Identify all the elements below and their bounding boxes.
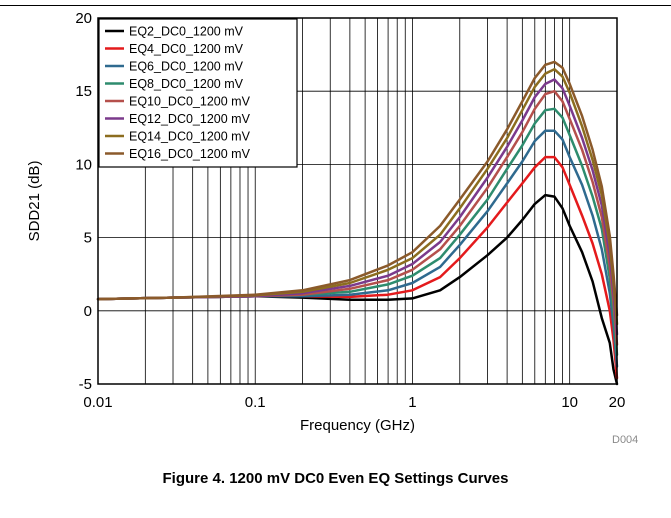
x-tick-label: 10 <box>561 394 578 411</box>
series-line <box>96 78 619 336</box>
legend-label: EQ14_DC0_1200 mV <box>129 130 251 144</box>
y-tick-label: -5 <box>79 376 92 393</box>
x-axis-title: Frequency (GHz) <box>300 417 415 434</box>
legend-label: EQ10_DC0_1200 mV <box>129 95 251 109</box>
x-tick-label: 0.01 <box>83 394 112 411</box>
tick-labels: 0.01 0.1 1 10 20 -5 0 5 10 15 20 <box>75 10 625 411</box>
legend-label: EQ16_DC0_1200 mV <box>129 147 251 161</box>
series-line <box>96 67 619 326</box>
y-axis-title: SDD21 (dB) <box>26 161 43 242</box>
series-line <box>96 155 619 380</box>
series-lines <box>96 60 619 386</box>
x-tick-label: 20 <box>609 394 626 411</box>
legend-box <box>98 18 298 168</box>
series-line <box>96 89 619 346</box>
series-line <box>96 107 619 356</box>
series-line <box>96 129 619 368</box>
figure-caption: Figure 4. 1200 mV DC0 Even EQ Settings C… <box>162 470 509 487</box>
top-rule <box>0 5 671 6</box>
series-line <box>96 193 619 386</box>
legend-label: EQ4_DC0_1200 mV <box>129 42 244 56</box>
x-tick-label: 1 <box>408 394 416 411</box>
legend-label: EQ6_DC0_1200 mV <box>129 60 244 74</box>
y-tick-label: 20 <box>75 10 92 27</box>
y-tick-label: 15 <box>75 83 92 100</box>
legend-label: EQ12_DC0_1200 mV <box>129 112 251 126</box>
legend: EQ2_DC0_1200 mV EQ4_DC0_1200 mV EQ6_DC0_12… <box>98 18 298 168</box>
figure-id: D004 <box>612 434 638 446</box>
legend-label: EQ8_DC0_1200 mV <box>129 77 244 91</box>
y-tick-label: 0 <box>84 303 92 320</box>
x-tick-label: 0.1 <box>245 394 266 411</box>
series-line <box>96 60 619 317</box>
plot-frame <box>97 17 618 385</box>
y-tick-label: 10 <box>75 156 92 173</box>
y-tick-label: 5 <box>84 230 92 247</box>
legend-label: EQ2_DC0_1200 mV <box>129 25 244 39</box>
